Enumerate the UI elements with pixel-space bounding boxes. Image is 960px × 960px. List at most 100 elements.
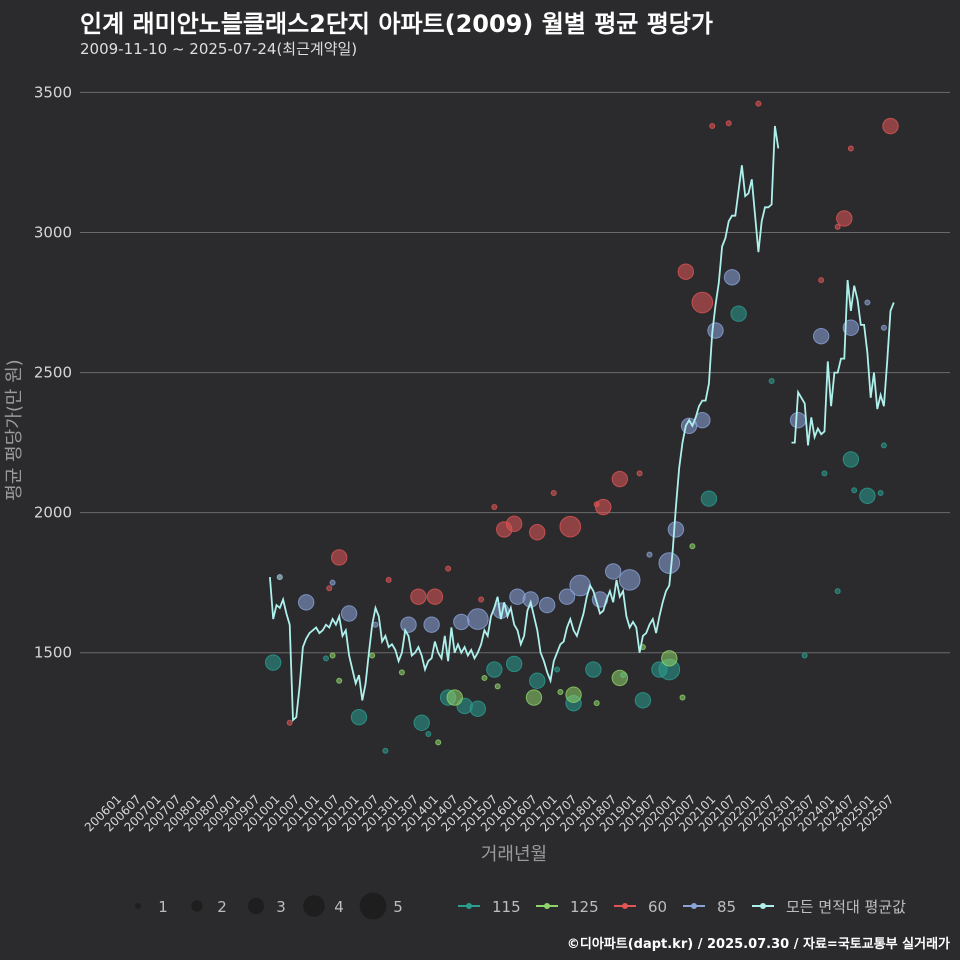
point-125: [369, 652, 376, 659]
point-60: [559, 515, 582, 538]
point-115: [821, 470, 828, 477]
legend-label: 85: [717, 898, 736, 916]
y-tick-label: 2000: [34, 504, 72, 522]
point-125: [611, 669, 628, 687]
point-85: [423, 616, 440, 633]
point-85: [372, 621, 379, 628]
average-line-path: [269, 125, 780, 722]
size-legend-label: 4: [334, 898, 344, 916]
point-60: [491, 504, 498, 511]
average-line-path: [791, 280, 895, 446]
point-115: [469, 700, 487, 717]
point-60: [691, 291, 714, 314]
point-60: [529, 524, 546, 541]
point-115: [851, 487, 858, 494]
point-85: [667, 521, 685, 538]
scatter-points: [264, 100, 899, 754]
point-60: [611, 470, 628, 488]
point-60: [385, 576, 392, 583]
point-125: [446, 689, 463, 706]
legend-key-dot: [622, 903, 628, 909]
point-115: [554, 666, 561, 673]
size-legend-label: 1: [158, 898, 168, 916]
point-85: [842, 319, 860, 336]
point-115: [768, 377, 775, 384]
y-tick-label: 1500: [34, 644, 72, 662]
point-125: [481, 674, 488, 681]
legend-label: 모든 면적대 평균값: [786, 898, 906, 916]
point-85: [329, 579, 336, 586]
y-tick-label: 3000: [34, 223, 72, 241]
point-115: [834, 588, 841, 595]
point-125: [593, 700, 600, 707]
legend-label: 125: [570, 898, 599, 916]
point-115: [350, 708, 368, 726]
point-125: [661, 650, 678, 667]
point-60: [410, 588, 427, 605]
point-60: [725, 120, 732, 127]
point-115: [413, 714, 430, 731]
point-60: [286, 719, 293, 726]
point-60: [445, 565, 452, 572]
legend-key-dot: [760, 903, 766, 909]
average-line: [269, 125, 895, 722]
point-85: [812, 327, 830, 345]
legend-key-dot: [466, 903, 472, 909]
point-115: [264, 654, 282, 671]
point-125: [565, 686, 582, 703]
point-115: [585, 661, 602, 678]
point-125: [435, 739, 442, 746]
point-125: [398, 669, 405, 676]
size-legend-label: 3: [276, 898, 286, 916]
point-85: [646, 551, 653, 558]
point-125: [525, 689, 543, 706]
point-125: [679, 694, 686, 701]
point-125: [494, 683, 501, 690]
point-85: [880, 324, 887, 331]
legend-key-dot: [691, 903, 697, 909]
point-125: [557, 688, 564, 695]
point-60: [677, 263, 695, 280]
point-125: [689, 543, 696, 550]
point-115: [505, 655, 523, 673]
point-115: [529, 672, 546, 689]
point-115: [634, 692, 652, 709]
point-115: [486, 661, 503, 678]
point-60: [818, 277, 825, 284]
point-85: [522, 591, 539, 608]
point-115: [382, 747, 389, 754]
grid-lines: [80, 91, 950, 654]
point-85: [723, 269, 741, 286]
point-85: [297, 594, 315, 611]
point-60: [595, 498, 612, 516]
point-60: [550, 490, 557, 497]
point-85: [658, 552, 681, 574]
point-60: [834, 223, 841, 230]
point-115: [877, 490, 884, 497]
point-115: [801, 652, 808, 659]
size-legend-circle: [303, 895, 325, 917]
point-85: [618, 569, 641, 591]
point-115: [842, 451, 860, 468]
point-85: [604, 563, 622, 580]
point-85: [558, 588, 576, 605]
point-60: [709, 123, 716, 130]
size-legend-circle: [135, 903, 141, 909]
size-legend-label: 2: [217, 898, 227, 916]
size-legend-circle: [359, 892, 387, 920]
point-85: [538, 596, 556, 614]
point-60: [882, 117, 899, 135]
point-115: [880, 442, 887, 449]
point-85: [789, 411, 807, 429]
size-legend-circle: [191, 900, 203, 912]
point-115: [700, 490, 718, 507]
chart-title: 인계 래미안노블클래스2단지 아파트(2009) 월별 평균 평당가: [80, 10, 713, 38]
legend-key-dot: [544, 903, 550, 909]
point-85: [340, 605, 358, 622]
source-caption: ©디아파트(dapt.kr) / 2025.07.30 / 자료=국토교통부 실…: [566, 937, 950, 952]
y-tick-label: 3500: [34, 83, 72, 101]
point-125: [329, 652, 336, 659]
chart-subtitle: 2009-11-10 ~ 2025-07-24(최근계약일): [80, 40, 358, 58]
size-legend-circle: [247, 897, 265, 915]
